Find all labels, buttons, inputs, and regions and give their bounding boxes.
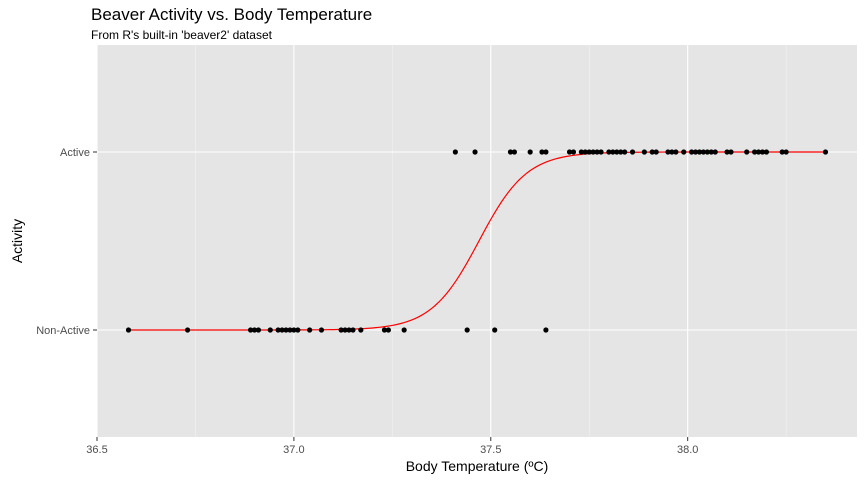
data-point (586, 149, 592, 155)
data-point (649, 149, 655, 155)
data-point (582, 149, 588, 155)
data-point (622, 149, 628, 155)
data-point (669, 149, 675, 155)
data-points (125, 149, 829, 333)
data-point (783, 149, 789, 155)
x-tick-label: 38.0 (677, 444, 698, 456)
data-point (598, 149, 604, 155)
minor-gridlines (195, 45, 787, 437)
y-tick-label: Non-Active (36, 325, 90, 337)
data-point (283, 327, 289, 333)
data-point (700, 149, 707, 155)
data-point (673, 149, 679, 155)
chart-title: Beaver Activity vs. Body Temperature (91, 5, 373, 24)
data-point (472, 149, 478, 155)
data-point (752, 149, 758, 155)
chart-subtitle: From R's built-in 'beaver2' dataset (91, 28, 272, 42)
data-point (724, 149, 730, 155)
data-point (566, 149, 573, 155)
data-point (665, 149, 671, 155)
data-point (381, 327, 388, 333)
x-axis-title: Body Temperature (ºC) (406, 458, 549, 474)
data-point (511, 149, 518, 155)
data-point (629, 149, 636, 155)
x-tick-label: 36.5 (86, 444, 107, 456)
data-point (452, 149, 458, 155)
data-point (539, 149, 545, 155)
y-axis: Non-Active Active (36, 147, 97, 337)
data-point (385, 327, 391, 333)
data-point (358, 327, 364, 333)
data-point (318, 327, 325, 333)
data-point (527, 149, 533, 155)
data-point (267, 327, 273, 333)
x-tick-label: 37.5 (480, 444, 501, 456)
data-point (728, 149, 734, 155)
data-point (346, 327, 352, 333)
data-point (125, 327, 132, 333)
data-point (744, 149, 750, 155)
x-tick-label: 37.0 (283, 444, 304, 456)
data-point (653, 149, 659, 155)
data-point (606, 149, 612, 155)
data-point (287, 327, 293, 333)
x-axis: 36.5 37.0 37.5 38.0 (86, 437, 698, 456)
data-point (338, 327, 344, 333)
data-point (681, 149, 687, 155)
data-point (779, 149, 785, 155)
data-point (708, 149, 714, 155)
data-point (641, 149, 647, 155)
data-point (507, 149, 514, 155)
data-point (279, 327, 285, 333)
data-point (401, 327, 407, 333)
data-point (307, 327, 313, 333)
data-point (350, 327, 356, 333)
data-point (704, 149, 710, 155)
data-point (255, 327, 262, 333)
data-point (692, 149, 699, 155)
data-point (543, 327, 549, 333)
y-axis-title: Activity (9, 219, 25, 263)
data-point (594, 149, 600, 155)
data-point (251, 327, 258, 333)
data-point (614, 149, 620, 155)
y-tick-label: Active (60, 147, 90, 159)
data-point (759, 149, 766, 155)
data-point (184, 327, 191, 333)
data-point (763, 149, 770, 155)
data-point (543, 149, 549, 155)
data-point (689, 149, 695, 155)
data-point (247, 327, 254, 333)
data-point (570, 149, 577, 155)
data-point (291, 327, 297, 333)
data-point (755, 149, 762, 155)
data-point (822, 149, 829, 155)
plot-panel (97, 45, 857, 437)
data-point (295, 327, 301, 333)
data-point (342, 327, 348, 333)
data-point (464, 327, 470, 333)
data-point (618, 149, 624, 155)
data-point (610, 149, 616, 155)
data-point (492, 327, 498, 333)
data-point (712, 149, 718, 155)
data-point (696, 149, 703, 155)
data-point (275, 327, 281, 333)
data-point (590, 149, 596, 155)
data-point (578, 149, 584, 155)
